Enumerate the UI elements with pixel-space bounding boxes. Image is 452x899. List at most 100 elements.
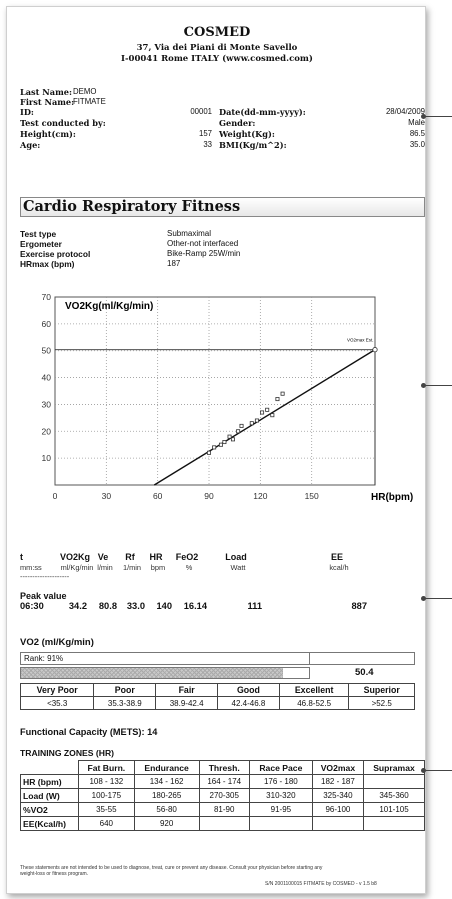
ergometer-label: Ergometer <box>20 239 62 249</box>
marker-dot <box>421 383 426 388</box>
plot-area <box>54 296 376 486</box>
height-value: 157 <box>198 129 212 138</box>
result-header: FeO2 <box>175 552 199 562</box>
category-header: Excellent <box>278 683 350 697</box>
category-range: 42.4-46.8 <box>217 696 280 710</box>
y-tick-label: 70 <box>42 292 52 302</box>
zone-row: EE(Kcal/h) 640 920 <box>20 816 425 831</box>
zone-cell: 640 <box>78 816 135 831</box>
gender-value: Male <box>408 118 425 127</box>
peak-value: 111 <box>247 601 263 611</box>
result-unit: mm:ss <box>20 563 42 572</box>
result-header: Ve <box>97 552 109 562</box>
data-point <box>270 413 275 418</box>
x-axis-label: HR(bpm) <box>371 492 413 503</box>
date-value: 28/04/2009 <box>385 107 425 116</box>
data-point <box>239 423 244 428</box>
category-range: >52.5 <box>348 696 415 710</box>
zone-cell <box>311 816 364 831</box>
vo2-title: VO2 (ml/Kg/min) <box>20 637 94 648</box>
training-zones-title: TRAINING ZONES (HR) <box>20 748 115 758</box>
category-range: 35.3-38.9 <box>93 696 157 710</box>
hrmax-label: HRmax (bpm) <box>20 259 75 269</box>
zone-row-label: Load (W) <box>20 788 79 803</box>
result-unit: kcal/h <box>329 563 349 572</box>
protocol-label: Exercise protocol <box>20 249 91 259</box>
zone-header: Race Pace <box>248 760 313 775</box>
age-label: Age: <box>20 140 41 150</box>
zone-row: %VO2 35-55 56-80 81-90 91-95 96-100 101-105 <box>20 802 425 817</box>
category-range: 46.8-52.5 <box>278 696 350 710</box>
data-point <box>212 445 217 450</box>
zone-header: Supramax <box>362 760 425 775</box>
zone-row-label: %VO2 <box>20 802 79 817</box>
y-tick-label: 50 <box>42 346 52 356</box>
zone-row-label: HR (bpm) <box>20 774 79 789</box>
bmi-label: BMI(Kg/m^2): <box>219 140 287 150</box>
zone-row: Load (W) 100-175 180-265 270-305 310-320 325-… <box>20 788 425 803</box>
zone-cell: 345-360 <box>362 788 425 803</box>
id-value: 00001 <box>190 107 212 116</box>
company-name: COSMED <box>183 25 251 40</box>
result-header: Load <box>225 552 247 562</box>
bmi-value: 35.0 <box>409 140 425 149</box>
zone-cell: 81-90 <box>198 802 250 817</box>
date-label: Date(dd-mm-yyyy): <box>219 107 306 117</box>
peak-value: 140 <box>156 601 172 611</box>
rank-box-right <box>310 652 415 665</box>
rank-bar <box>20 667 310 679</box>
weight-label: Weight(Kg): <box>219 129 275 139</box>
category-header: Superior <box>348 683 415 697</box>
zone-cell <box>362 774 425 789</box>
last-name-value: DEMO <box>73 87 97 96</box>
zone-cell: 182 - 187 <box>311 774 364 789</box>
zone-cell: 91-95 <box>248 802 313 817</box>
category-header: Poor <box>93 683 157 697</box>
rank-bar-fill <box>21 668 284 678</box>
y-tick-label: 30 <box>42 399 52 409</box>
zone-row-label: EE(Kcal/h) <box>20 816 79 831</box>
vo2max-marker <box>372 347 378 353</box>
marker-line <box>421 383 452 388</box>
data-point <box>207 450 212 455</box>
x-tick-label: 90 <box>204 491 214 501</box>
y-tick-label: 40 <box>42 373 52 383</box>
result-unit: 1/min <box>122 563 142 572</box>
category-range: 38.9-42.4 <box>155 696 219 710</box>
result-unit: % <box>185 563 193 572</box>
corner-cell <box>21 761 79 775</box>
height-label: Height(cm): <box>20 129 76 139</box>
first-name-label: First Name: <box>20 97 75 107</box>
vo2-value: 50.4 <box>355 667 374 678</box>
zone-cell: 310-320 <box>248 788 313 803</box>
data-point <box>254 418 259 423</box>
peak-value: 887 <box>351 601 367 611</box>
peak-value: 16.14 <box>183 601 207 611</box>
data-point <box>280 391 285 396</box>
data-point <box>260 410 265 415</box>
address-line-1: 37, Via dei Piani di Monte Savello <box>136 43 298 53</box>
y-tick-label: 20 <box>42 426 52 436</box>
zone-cell: 35-55 <box>78 802 135 817</box>
id-label: ID: <box>20 107 34 117</box>
zone-cell <box>362 816 425 831</box>
result-divider: -------------------- <box>20 572 70 581</box>
result-unit: ml/Kg/min <box>60 563 94 572</box>
weight-value: 86.5 <box>409 129 425 138</box>
marker-line <box>421 114 452 119</box>
result-unit: Watt <box>230 563 246 572</box>
zone-cell: 108 - 132 <box>78 774 135 789</box>
y-axis-label: VO2Kg(ml/Kg/min) <box>65 301 153 312</box>
result-unit: bpm <box>150 563 166 572</box>
disclaimer-line-1: These statements are not intended to be … <box>20 865 323 871</box>
x-tick-label: 30 <box>102 491 112 501</box>
x-tick-label: 120 <box>253 491 267 501</box>
vo2max-label: VO2max Est. <box>347 338 374 343</box>
zone-header: Fat Burn. <box>78 760 135 775</box>
zone-cell: 100-175 <box>78 788 135 803</box>
data-point <box>236 429 241 434</box>
test-type-value: Submaximal <box>167 229 212 238</box>
category-header: Good <box>217 683 280 697</box>
result-header: EE <box>330 552 343 562</box>
result-header: Rf <box>125 552 135 562</box>
